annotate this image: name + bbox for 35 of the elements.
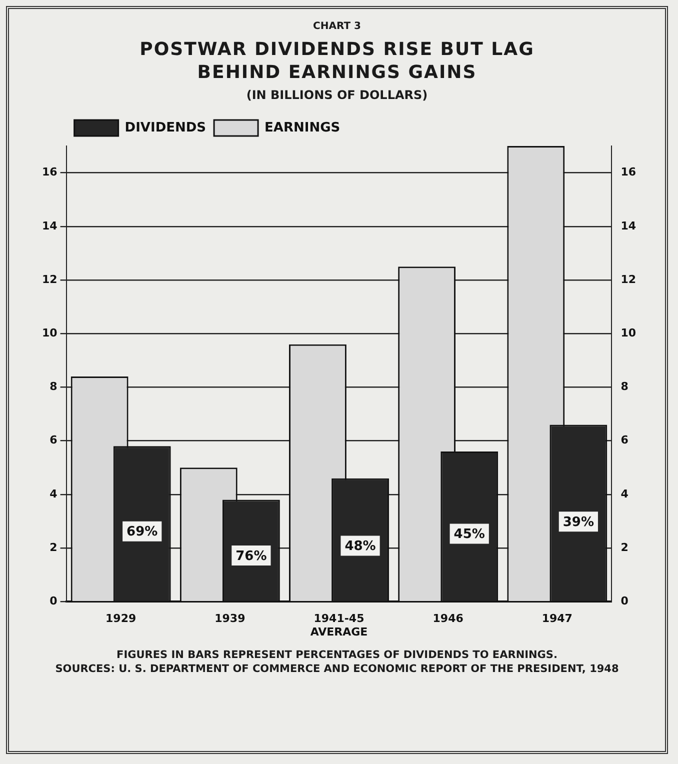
- annotation: 45%: [454, 527, 485, 542]
- y-tick-label: 8: [50, 380, 58, 394]
- y2-tick-label: 8: [620, 380, 628, 394]
- y2-tick-label: 16: [620, 166, 636, 179]
- annotation: 76%: [236, 548, 267, 564]
- legend-label: DIVIDENDS: [124, 120, 206, 136]
- y2-tick-label: 10: [620, 326, 636, 340]
- caption: CHART 3: [312, 21, 362, 32]
- x-tick-label: 1946: [432, 612, 464, 626]
- x-tick-label: 1939: [214, 612, 246, 626]
- y2-tick-label: 6: [620, 434, 629, 447]
- x-tick-label: 1947: [542, 612, 572, 626]
- y-tick-label: 0: [50, 594, 58, 608]
- y2-tick-label: 14: [620, 219, 636, 232]
- y2-tick-label: 4: [620, 487, 629, 500]
- annotation: 69%: [126, 524, 158, 540]
- y2-tick-label: 0: [620, 594, 629, 608]
- text: FIGURES IN BARS REPRESENT PERCENTAGES OF DIVIDENDS TO EARNINGS.: [116, 648, 558, 662]
- y-tick-label: 14: [42, 219, 58, 232]
- x-tick-label: 1941-45 AVERAGE: [310, 612, 368, 638]
- legend-label: EARNINGS: [264, 120, 340, 136]
- y2-tick-label: 2: [620, 540, 628, 554]
- y-tick-label: 16: [42, 166, 58, 179]
- y2-tick-label: 12: [620, 272, 636, 286]
- y-tick-label: 12: [42, 272, 58, 286]
- y-tick-label: 4: [50, 487, 58, 500]
- source-note: SOURCES: U. S. DEPARTMENT OF COMMERCE AND ECONOMIC REPORT OF THE PRESIDENT, 1948: [54, 662, 620, 676]
- annotation: 39%: [562, 515, 594, 530]
- x-tick-label: 1929: [106, 612, 136, 626]
- y-tick-label: 10: [42, 326, 58, 340]
- chart-title: POSTWAR DIVIDENDS RISE BUT LAG BEHIND EARNINGS GAINS: [138, 38, 536, 84]
- chart-subtitle: (IN BILLIONS OF DOLLARS): [245, 88, 429, 102]
- annotation: 48%: [344, 539, 376, 554]
- y-tick-label: 2: [50, 540, 58, 554]
- y-tick-label: 6: [50, 434, 58, 447]
